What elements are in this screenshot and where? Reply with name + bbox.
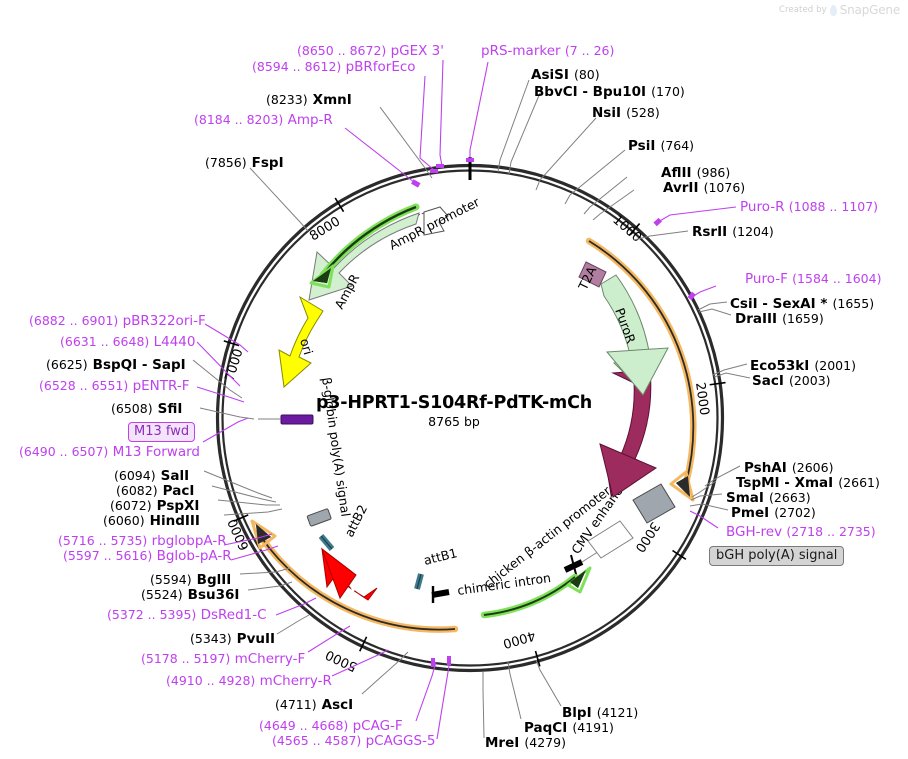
primer-label-pBR322ori-F[interactable]: (6882 .. 6901) pBR322ori-F [29, 313, 206, 329]
enzyme-label-SalI[interactable]: (6094) SalI [114, 468, 190, 484]
tick-label-4000: 4000 [501, 627, 537, 651]
enzyme-label-BspQI-SapI[interactable]: (6625) BspQI - SapI [46, 357, 186, 373]
tick-label-3000: 3000 [632, 519, 663, 555]
primer-label-L4440[interactable]: (6631 .. 6648) L4440 [60, 334, 196, 350]
feature-mCherry: mCherry [320, 547, 406, 601]
primer-label-mCherry-R[interactable]: (4910 .. 4928) mCherry-R [166, 673, 332, 689]
enzyme-label-PmeI[interactable]: PmeI (2702) [731, 505, 816, 521]
primer-label-Puro-R[interactable]: Puro-R (1088 .. 1107) [740, 199, 879, 215]
plasmid-title-block: p3-HPRT1-S104Rf-PdTK-mCh 8765 bp [0, 393, 908, 429]
enzyme-label-SmaI[interactable]: SmaI (2663) [726, 490, 811, 506]
enzyme-label-BbvCI-Bpu10I[interactable]: BbvCI - Bpu10I (170) [534, 84, 685, 100]
watermark-brand: SnapGene [839, 3, 900, 17]
enzyme-label-MreI[interactable]: MreI (4279) [485, 735, 566, 751]
tick-label-1000: 1000 [609, 213, 644, 246]
enzyme-label-HindIII[interactable]: (6060) HindIII [103, 513, 200, 529]
enzyme-label-FspI[interactable]: (7856) FspI [205, 155, 284, 171]
primer-label-pENTR-F[interactable]: (6528 .. 6551) pENTR-F [39, 378, 190, 394]
enzyme-label-AflII[interactable]: AflII (986) [661, 165, 731, 181]
enzyme-label-AvrII[interactable]: AvrII (1076) [663, 180, 746, 196]
primer-label-rbglobpA-R[interactable]: (5716 .. 5735) rbglobpA-R [58, 533, 227, 549]
enzyme-leader-lines [192, 79, 751, 739]
primer-label-pBRforEco[interactable]: (8594 .. 8612) pBRforEco [252, 59, 416, 75]
enzyme-label-PacI[interactable]: (6082) PacI [116, 483, 195, 499]
enzyme-label-CsiI-SexAI[interactable]: CsiI - SexAI * (1655) [730, 296, 875, 312]
enzyme-label-SacI[interactable]: SacI (2003) [752, 373, 831, 389]
feature-attB1: attB1 [414, 545, 459, 590]
enzyme-label-BlpI[interactable]: BlpI (4121) [562, 705, 639, 721]
primer-label-pRS-marker[interactable]: pRS-marker (7 .. 26) [481, 43, 615, 59]
primer-label-Puro-F[interactable]: Puro-F (1584 .. 1604) [745, 271, 882, 287]
primer-label-M13-Forward[interactable]: (6490 .. 6507) M13 Forward [19, 444, 200, 460]
ampR-green-arrow [309, 203, 420, 289]
plasmid-size: 8765 bp [428, 414, 480, 429]
enzyme-label-TspMI-XmaI[interactable]: TspMI - XmaI (2661) [736, 475, 880, 491]
enzyme-label-RsrII[interactable]: RsrII (1204) [692, 224, 774, 240]
enzyme-label-Eco53kI[interactable]: Eco53kI (2001) [750, 358, 856, 374]
tick-label-2000: 2000 [692, 381, 711, 416]
primer-label-mCherry-F[interactable]: (5178 .. 5197) mCherry-F [141, 651, 306, 667]
boxed-label-bgh-polyA-signal[interactable]: bGH poly(A) signal [709, 546, 845, 566]
boxed-label-m13-fwd[interactable]: M13 fwd [128, 422, 196, 442]
watermark-credit: Created by [778, 5, 827, 15]
enzyme-label-PsiI[interactable]: PsiI (764) [628, 138, 695, 154]
orange-expression-arc-left [250, 519, 459, 633]
feature-ori: ori [278, 295, 324, 388]
feature-label-mCherry: mCherry [346, 552, 406, 595]
primer-leader-lines [196, 59, 737, 740]
feature-T2A: T2A [575, 261, 607, 293]
enzyme-label-DraIII[interactable]: DraIII (1659) [735, 311, 824, 327]
primer-label-Bglob-pA-R[interactable]: (5597 .. 5616) Bglob-pA-R [63, 548, 232, 564]
snapgene-watermark: Created by SnapGene [779, 3, 900, 17]
feature-label-ori: ori [297, 337, 316, 357]
feature-label-dTK: ΔTK [642, 420, 660, 451]
enzyme-label-PvuII[interactable]: (5343) PvuII [190, 631, 276, 647]
enzyme-label-PaqCI[interactable]: PaqCI (4191) [524, 720, 614, 736]
enzyme-label-AscI[interactable]: (4711) AscI [275, 697, 354, 713]
primer-label-Amp-R[interactable]: (8184 .. 8203) Amp-R [194, 112, 333, 128]
primer-label-DsRed1-C[interactable]: (5372 .. 5395) DsRed1-C [107, 607, 267, 623]
orange-expression-arc-right [585, 237, 697, 502]
feature-bgh-polyA-block [306, 508, 332, 527]
enzyme-label-SfiI[interactable]: (6508) SfiI [111, 401, 183, 417]
primer-label-pCAG-F[interactable]: (4649 .. 4668) pCAG-F [259, 718, 403, 734]
enzyme-label-Bsu36I[interactable]: (5524) Bsu36I [141, 587, 240, 603]
enzyme-label-AsiSI[interactable]: AsiSI (80) [531, 67, 600, 83]
plasmid-name: p3-HPRT1-S104Rf-PdTK-mCh [315, 393, 592, 413]
primer-label-BGH-rev[interactable]: BGH-rev (2718 .. 2735) [726, 524, 876, 540]
tick-label-5000: 5000 [323, 646, 359, 674]
enzyme-label-NsiI[interactable]: NsiI (528) [592, 105, 660, 121]
primer-label-pGEX-3prime[interactable]: (8650 .. 8672) pGEX 3' [297, 43, 444, 59]
feature-dTK: ΔTK [599, 369, 660, 498]
enzyme-label-PshAI[interactable]: PshAI (2606) [744, 460, 834, 476]
enzyme-label-XmnI[interactable]: (8233) XmnI [266, 92, 352, 108]
enzyme-label-BglII[interactable]: (5594) BglII [150, 572, 232, 588]
feature-label-attB1: attB1 [422, 545, 459, 568]
primer-label-pCAGGS-5[interactable]: (4565 .. 4587) pCAGGS-5 [272, 733, 436, 749]
enzyme-label-PspXI[interactable]: (6072) PspXI [110, 498, 200, 514]
feature-puroR: PuroR [600, 274, 669, 396]
snapgene-droplet-icon [829, 4, 837, 16]
green-transcript-arc [480, 566, 592, 619]
